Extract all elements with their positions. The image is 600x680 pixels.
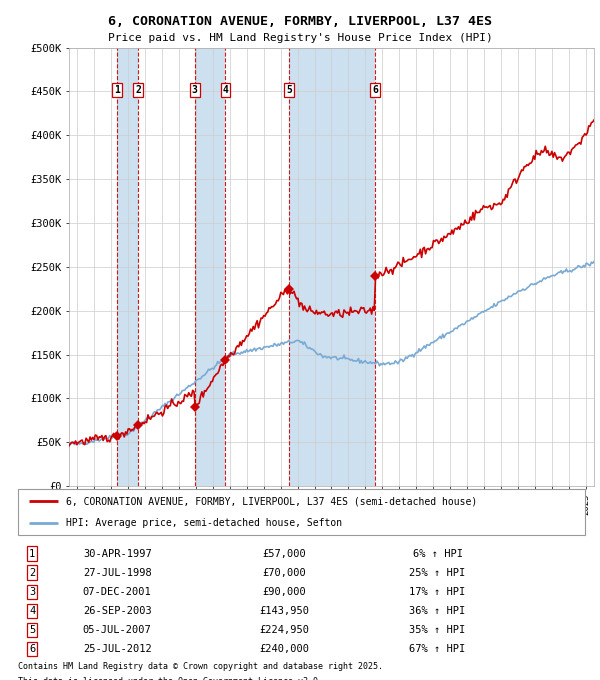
Text: 6% ↑ HPI: 6% ↑ HPI xyxy=(413,549,463,558)
Text: £224,950: £224,950 xyxy=(259,625,310,634)
Text: 6, CORONATION AVENUE, FORMBY, LIVERPOOL, L37 4ES (semi-detached house): 6, CORONATION AVENUE, FORMBY, LIVERPOOL,… xyxy=(66,496,478,507)
Bar xyxy=(194,48,226,486)
Text: £240,000: £240,000 xyxy=(259,644,310,653)
Text: 1: 1 xyxy=(114,85,120,95)
Text: 5: 5 xyxy=(29,625,35,634)
Text: 36% ↑ HPI: 36% ↑ HPI xyxy=(409,606,466,615)
Text: HPI: Average price, semi-detached house, Sefton: HPI: Average price, semi-detached house,… xyxy=(66,517,343,528)
Text: 26-SEP-2003: 26-SEP-2003 xyxy=(83,606,152,615)
Text: 3: 3 xyxy=(29,587,35,596)
Text: 6, CORONATION AVENUE, FORMBY, LIVERPOOL, L37 4ES: 6, CORONATION AVENUE, FORMBY, LIVERPOOL,… xyxy=(108,15,492,28)
Bar xyxy=(289,48,375,486)
Text: 2: 2 xyxy=(135,85,141,95)
FancyBboxPatch shape xyxy=(18,489,585,535)
Text: 30-APR-1997: 30-APR-1997 xyxy=(83,549,152,558)
Text: 5: 5 xyxy=(286,85,292,95)
Text: 05-JUL-2007: 05-JUL-2007 xyxy=(83,625,152,634)
Text: Price paid vs. HM Land Registry's House Price Index (HPI): Price paid vs. HM Land Registry's House … xyxy=(107,33,493,43)
Text: £57,000: £57,000 xyxy=(263,549,307,558)
Text: 17% ↑ HPI: 17% ↑ HPI xyxy=(409,587,466,596)
Text: £143,950: £143,950 xyxy=(259,606,310,615)
Text: 67% ↑ HPI: 67% ↑ HPI xyxy=(409,644,466,653)
Text: £90,000: £90,000 xyxy=(263,587,307,596)
Text: 6: 6 xyxy=(29,644,35,653)
Text: 6: 6 xyxy=(372,85,378,95)
Text: 1: 1 xyxy=(29,549,35,558)
Text: Contains HM Land Registry data © Crown copyright and database right 2025.: Contains HM Land Registry data © Crown c… xyxy=(18,662,383,670)
Text: 25% ↑ HPI: 25% ↑ HPI xyxy=(409,568,466,577)
Text: £70,000: £70,000 xyxy=(263,568,307,577)
Text: 3: 3 xyxy=(192,85,197,95)
Text: 4: 4 xyxy=(29,606,35,615)
Text: 07-DEC-2001: 07-DEC-2001 xyxy=(83,587,152,596)
Text: 25-JUL-2012: 25-JUL-2012 xyxy=(83,644,152,653)
Text: 27-JUL-1998: 27-JUL-1998 xyxy=(83,568,152,577)
Text: This data is licensed under the Open Government Licence v3.0.: This data is licensed under the Open Gov… xyxy=(18,677,323,680)
Text: 4: 4 xyxy=(223,85,229,95)
Bar xyxy=(117,48,138,486)
Text: 35% ↑ HPI: 35% ↑ HPI xyxy=(409,625,466,634)
Text: 2: 2 xyxy=(29,568,35,577)
